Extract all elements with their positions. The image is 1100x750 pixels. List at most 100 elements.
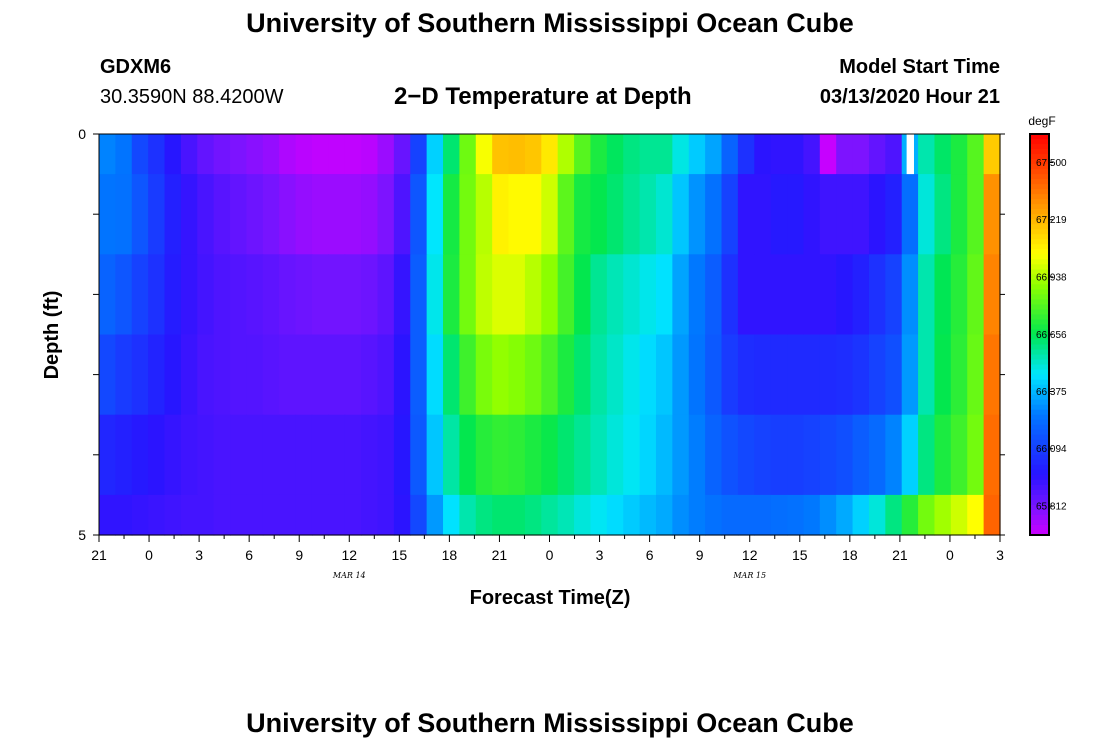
- heatmap-cell: [377, 254, 395, 336]
- heatmap-cell: [377, 174, 395, 255]
- heatmap-cell: [311, 254, 329, 336]
- heatmap-cell: [99, 414, 116, 496]
- heatmap-cell: [344, 254, 362, 336]
- x-tick-label: 0: [946, 547, 954, 563]
- heatmap-cell: [918, 334, 936, 416]
- heatmap-cell: [819, 334, 837, 416]
- heatmap-cell: [164, 494, 182, 536]
- heatmap-cell: [328, 414, 346, 496]
- heatmap-cell: [524, 494, 542, 536]
- heatmap-cell: [950, 134, 968, 175]
- x-tick-label: 6: [245, 547, 253, 563]
- heatmap-cell: [213, 494, 231, 536]
- heatmap-cell: [705, 414, 723, 496]
- heatmap-cell: [410, 254, 428, 336]
- colorbar-swatch: [1030, 219, 1049, 225]
- heatmap-cell: [705, 254, 723, 336]
- heatmap-cell: [655, 334, 673, 416]
- colorbar-swatch: [1030, 404, 1049, 411]
- heatmap-cell: [557, 134, 575, 175]
- station-id: GDXM6: [100, 56, 172, 78]
- heatmap-cell: [295, 134, 313, 175]
- heatmap-cell: [639, 494, 657, 536]
- x-tick-label: 15: [392, 547, 408, 563]
- colorbar-swatch: [1030, 164, 1049, 170]
- heatmap-cell: [836, 414, 854, 496]
- heatmap-cell: [721, 334, 739, 416]
- heatmap-cell: [115, 494, 133, 536]
- heatmap-cell: [508, 254, 526, 336]
- heatmap-cell: [246, 414, 264, 496]
- heatmap-cell: [279, 174, 297, 255]
- colorbar-swatch: [1030, 434, 1049, 441]
- x-tick-label: 3: [195, 547, 203, 563]
- heatmap-cell: [262, 494, 280, 536]
- colorbar-swatch: [1030, 384, 1049, 391]
- heatmap-cell: [606, 174, 624, 255]
- heatmap-cell: [950, 334, 968, 416]
- heatmap-cell: [836, 174, 854, 255]
- heatmap-cell: [852, 134, 870, 175]
- heatmap-cell: [950, 254, 968, 336]
- heatmap-cell: [639, 334, 657, 416]
- colorbar-swatch: [1030, 519, 1049, 526]
- colorbar-swatch: [1030, 359, 1049, 366]
- heatmap-cell: [426, 254, 444, 336]
- heatmap-cell: [705, 174, 723, 255]
- heatmap-cell: [590, 134, 608, 175]
- heatmap-cell: [131, 134, 149, 175]
- heatmap-cell: [148, 174, 166, 255]
- heatmap-cell: [524, 174, 542, 255]
- heatmap-cell: [901, 254, 919, 336]
- heatmap-cell: [754, 134, 772, 175]
- heatmap-cell: [918, 174, 936, 255]
- x-tick-label: 21: [492, 547, 508, 563]
- colorbar-tick-label: 67.500: [1036, 158, 1067, 169]
- heatmap-cell: [180, 334, 198, 416]
- heatmap-cell: [443, 494, 460, 536]
- heatmap-cell: [115, 134, 133, 175]
- heatmap-cell: [655, 134, 673, 175]
- heatmap-cell: [443, 334, 460, 416]
- heatmap-cell: [328, 134, 346, 175]
- colorbar-swatch: [1030, 364, 1049, 371]
- y-tick-label: 5: [78, 527, 86, 543]
- colorbar-swatch: [1030, 334, 1049, 341]
- model-start-value: 03/13/2020 Hour 21: [819, 86, 1000, 108]
- heatmap-cell: [426, 174, 444, 255]
- heatmap-cell: [443, 134, 460, 175]
- colorbar-tick-label: 66.094: [1036, 444, 1067, 455]
- heatmap-cell: [901, 334, 919, 416]
- colorbar-swatch: [1030, 154, 1049, 160]
- heatmap-cell: [852, 414, 870, 496]
- heatmap-cell: [508, 334, 526, 416]
- x-tick-label: 0: [145, 547, 153, 563]
- heatmap-cell: [475, 414, 493, 496]
- heatmap-cell: [459, 414, 477, 496]
- heatmap-cell: [737, 134, 755, 175]
- colorbar-swatch: [1030, 524, 1049, 531]
- y-tick-label: 0: [78, 126, 86, 142]
- heatmap-cell: [803, 174, 821, 255]
- heatmap-cell: [197, 134, 215, 175]
- heatmap-cell: [99, 134, 116, 175]
- x-tick-label: 12: [341, 547, 357, 563]
- heatmap-cell: [918, 134, 936, 175]
- heatmap-cell: [328, 254, 346, 336]
- heatmap-cell: [262, 134, 280, 175]
- heatmap-cell: [475, 174, 493, 255]
- heatmap-cell: [967, 134, 985, 175]
- colorbar-swatch: [1030, 409, 1049, 416]
- heatmap-cell: [524, 334, 542, 416]
- date-label: MAR 14: [332, 571, 366, 580]
- heatmap-cell: [655, 414, 673, 496]
- heatmap-cell: [885, 334, 903, 416]
- heatmap-cell: [361, 174, 379, 255]
- heatmap-cell: [852, 174, 870, 255]
- heatmap-cell: [983, 334, 1001, 416]
- heatmap-cell: [393, 254, 411, 336]
- heatmap-cell: [213, 174, 231, 255]
- heatmap-cell: [475, 254, 493, 336]
- heatmap-cell: [213, 334, 231, 416]
- heatmap-cell: [787, 254, 805, 336]
